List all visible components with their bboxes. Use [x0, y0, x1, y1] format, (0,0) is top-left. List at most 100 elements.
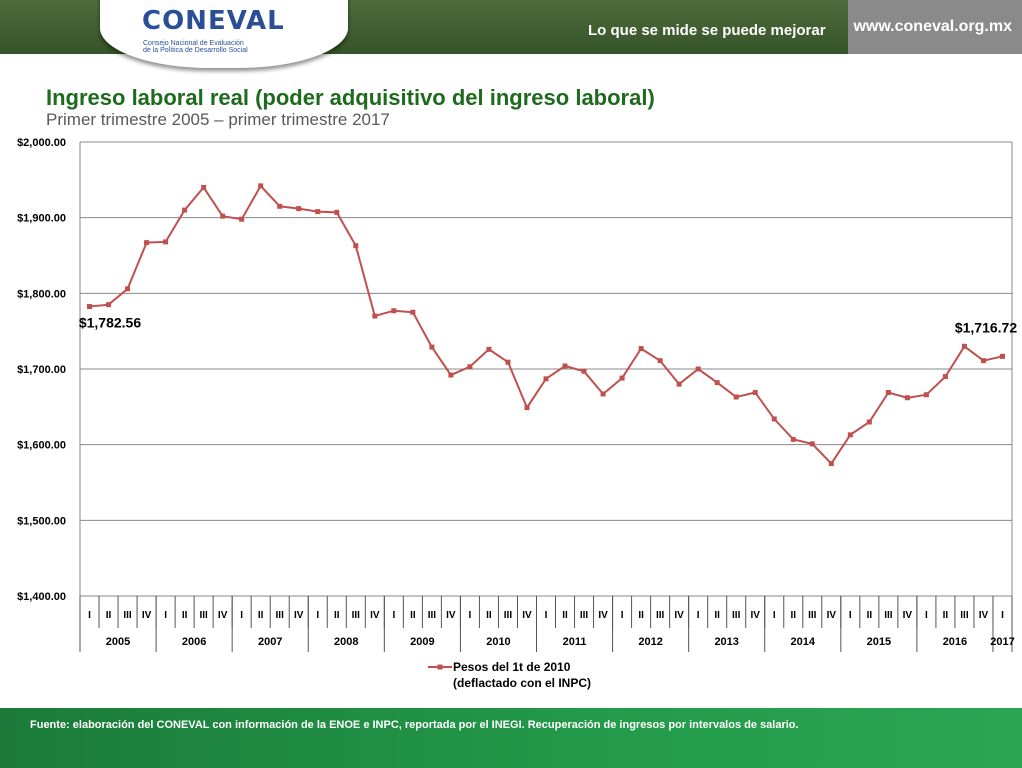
x-tick-quarter: III	[276, 610, 285, 621]
x-tick-quarter: IV	[903, 610, 913, 621]
x-tick-quarter: III	[732, 610, 741, 621]
data-point	[885, 389, 891, 395]
data-point	[771, 416, 777, 422]
x-tick-quarter: II	[334, 610, 340, 621]
data-point	[581, 368, 587, 374]
x-tick-quarter: I	[240, 610, 243, 621]
x-tick-quarter: IV	[598, 610, 608, 621]
data-point	[144, 240, 150, 246]
data-point	[258, 183, 264, 189]
x-tick-quarter: III	[808, 610, 817, 621]
y-tick-label: $1,500.00	[17, 515, 66, 527]
logo-tab	[100, 0, 348, 68]
website-link[interactable]: www.coneval.org.mx	[853, 18, 1012, 35]
x-tick-quarter: I	[1001, 610, 1004, 621]
data-point	[524, 405, 530, 411]
data-point	[904, 395, 910, 401]
footer-bar	[0, 708, 1022, 768]
data-point	[486, 346, 492, 352]
data-point	[220, 213, 226, 219]
x-tick-quarter: I	[545, 610, 548, 621]
data-point	[562, 363, 568, 369]
data-point	[961, 343, 967, 349]
data-point	[619, 375, 625, 381]
data-point	[999, 353, 1005, 359]
data-point	[182, 207, 188, 213]
x-tick-year: 2013	[714, 636, 738, 648]
data-point	[638, 346, 644, 352]
x-tick-quarter: I	[164, 610, 167, 621]
x-tick-quarter: IV	[522, 610, 532, 621]
x-tick-year: 2012	[638, 636, 662, 648]
data-point	[676, 381, 682, 387]
data-point	[334, 209, 340, 215]
x-tick-year: 2015	[867, 636, 891, 648]
x-tick-quarter: I	[849, 610, 852, 621]
data-point	[866, 419, 872, 425]
x-tick-quarter: IV	[750, 610, 760, 621]
y-tick-label: $2,000.00	[17, 137, 66, 149]
x-tick-year: 2009	[410, 636, 434, 648]
x-tick-quarter: III	[580, 610, 589, 621]
x-tick-year: 2006	[182, 636, 206, 648]
x-tick-year: 2017	[990, 636, 1014, 648]
data-point	[752, 389, 758, 395]
x-tick-quarter: II	[867, 610, 873, 621]
x-tick-quarter: IV	[370, 610, 380, 621]
data-point	[391, 308, 397, 314]
x-tick-quarter: IV	[979, 610, 989, 621]
x-tick-quarter: III	[884, 610, 893, 621]
series-line	[89, 184, 1003, 466]
data-point	[163, 239, 169, 245]
x-tick-quarter: II	[410, 610, 416, 621]
x-tick-year: 2010	[486, 636, 510, 648]
y-tick-label: $1,900.00	[17, 213, 66, 225]
chart-subtitle: Primer trimestre 2005 – primer trimestre…	[46, 110, 390, 129]
x-tick-quarter: III	[199, 610, 208, 621]
data-point	[600, 391, 606, 397]
legend-marker	[437, 664, 443, 670]
data-point	[828, 461, 834, 467]
x-tick-quarter: IV	[446, 610, 456, 621]
x-tick-year: 2011	[563, 636, 587, 648]
x-tick-quarter: II	[182, 610, 188, 621]
x-tick-year: 2007	[258, 636, 282, 648]
data-point	[353, 243, 359, 249]
x-tick-quarter: IV	[142, 610, 152, 621]
data-point	[296, 206, 302, 212]
x-tick-quarter: IV	[294, 610, 304, 621]
legend-label: Pesos del 1t de 2010	[453, 660, 571, 674]
data-point	[809, 441, 815, 447]
x-tick-quarter: III	[504, 610, 513, 621]
data-point	[847, 432, 853, 438]
data-point	[657, 358, 663, 364]
data-point	[315, 209, 321, 215]
x-tick-quarter: I	[697, 610, 700, 621]
x-tick-quarter: I	[621, 610, 624, 621]
logo-subtitle-line2: de la Política de Desarrollo Social	[143, 47, 248, 54]
x-tick-quarter: II	[106, 610, 112, 621]
x-tick-quarter: III	[960, 610, 969, 621]
logo-subtitle-line1: Consejo Nacional de Evaluación	[143, 40, 244, 47]
data-point	[923, 392, 929, 398]
x-tick-quarter: I	[88, 610, 91, 621]
line-chart: $1,400.00 $1,500.00 $1,600.00 $1,700.00 $1,8…	[17, 137, 1017, 690]
data-point	[277, 203, 283, 209]
x-tick-quarter: I	[469, 610, 472, 621]
header-url-panel	[848, 0, 1022, 54]
y-tick-label: $1,400.00	[17, 591, 66, 603]
data-label: $1,716.72	[955, 319, 1017, 335]
x-tick-year: 2005	[106, 636, 130, 648]
data-point	[125, 286, 131, 292]
data-point	[505, 359, 511, 365]
x-tick-quarter: I	[392, 610, 395, 621]
data-point	[695, 366, 701, 372]
data-point	[239, 216, 245, 222]
x-tick-year: 2008	[334, 636, 358, 648]
legend-label-line2: (deflactado con el INPC)	[453, 676, 591, 690]
y-tick-label: $1,600.00	[17, 440, 66, 452]
x-tick-quarter: III	[352, 610, 361, 621]
data-point	[201, 184, 207, 190]
x-tick-quarter: III	[656, 610, 665, 621]
data-point	[543, 376, 549, 382]
